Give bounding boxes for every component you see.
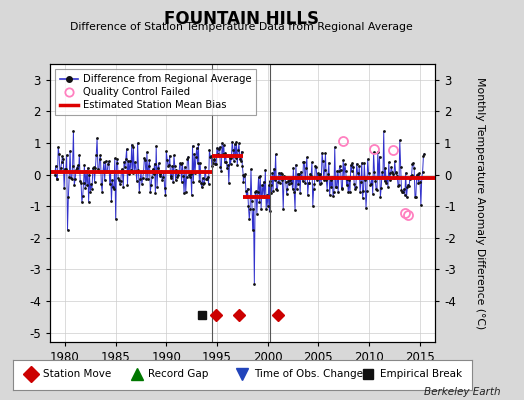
Text: Record Gap: Record Gap — [148, 370, 209, 379]
Text: Difference of Station Temperature Data from Regional Average: Difference of Station Temperature Data f… — [70, 22, 412, 32]
Text: Station Move: Station Move — [43, 370, 111, 379]
Legend: Difference from Regional Average, Quality Control Failed, Estimated Station Mean: Difference from Regional Average, Qualit… — [55, 69, 256, 115]
Y-axis label: Monthly Temperature Anomaly Difference (°C): Monthly Temperature Anomaly Difference (… — [475, 77, 485, 329]
Text: Empirical Break: Empirical Break — [380, 370, 462, 379]
Text: Berkeley Earth: Berkeley Earth — [424, 387, 500, 397]
Text: FOUNTAIN HILLS: FOUNTAIN HILLS — [163, 10, 319, 28]
Text: Time of Obs. Change: Time of Obs. Change — [254, 370, 363, 379]
